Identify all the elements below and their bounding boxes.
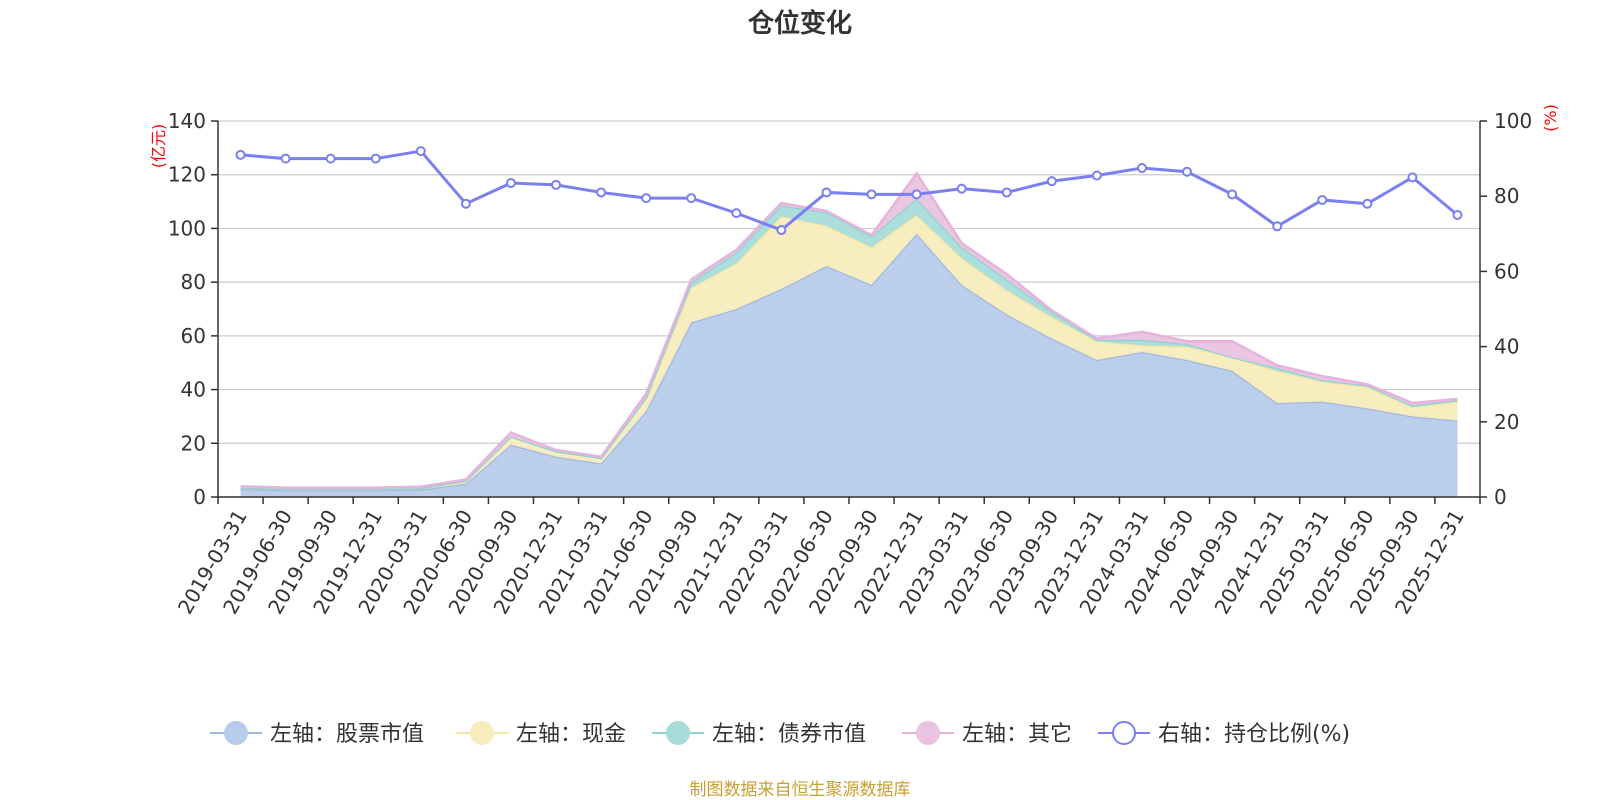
ratio-point [1136, 163, 1147, 173]
right-tick-label: 80 [1494, 184, 1519, 208]
left-axis-ticks: 0 20 40 60 80 100 120 140 [168, 109, 218, 509]
ratio-point [415, 146, 426, 157]
x-axis-ticks: 2019-03-312019-06-302019-09-302019-12-31… [173, 497, 1481, 618]
ratio-point [956, 183, 967, 194]
legend: 左轴：股票市值 左轴：现金 左轴：债券市值 左轴：其它 右轴：持仓比例(%) [210, 721, 1350, 747]
left-tick-label: 100 [168, 216, 206, 240]
legend-marker [224, 721, 248, 745]
ratio-point [505, 178, 516, 189]
legend-marker [916, 721, 940, 745]
ratio-point [235, 149, 246, 160]
ratio-point [1227, 189, 1238, 200]
ratio-point [370, 153, 381, 164]
ratio-point [776, 225, 787, 236]
ratio-point [821, 187, 832, 198]
legend-label: 右轴：持仓比例(%) [1158, 722, 1350, 747]
ratio-point [686, 193, 697, 204]
ratio-point [596, 187, 607, 198]
source-note: 制图数据来自恒生聚源数据库 [690, 780, 911, 800]
legend-item[interactable]: 左轴：现金 [456, 721, 626, 747]
ratio-point [325, 153, 336, 164]
ratio-point [1317, 194, 1328, 205]
legend-label: 左轴：现金 [516, 722, 626, 747]
left-tick-label: 40 [181, 378, 206, 402]
ratio-point [911, 189, 922, 200]
left-tick-label: 80 [181, 270, 206, 294]
legend-marker [1112, 721, 1136, 745]
legend-label: 左轴：债券市值 [712, 722, 866, 747]
ratio-point [1001, 187, 1012, 198]
right-tick-label: 40 [1494, 335, 1519, 359]
right-tick-label: 60 [1494, 259, 1519, 283]
legend-marker [666, 721, 690, 745]
ratio-point [1362, 198, 1373, 209]
chart-title: 仓位变化 [747, 8, 852, 39]
legend-item[interactable]: 左轴：其它 [902, 721, 1072, 747]
area-series-1 [240, 215, 1458, 491]
left-axis-unit: (亿元) [149, 124, 168, 169]
area-series-edge-3 [240, 171, 1458, 489]
legend-label: 左轴：股票市值 [270, 722, 424, 747]
ratio-line [240, 149, 1459, 232]
ratio-line-series [235, 146, 1463, 236]
ratio-point [460, 198, 471, 209]
right-tick-label: 0 [1494, 485, 1507, 509]
ratio-point [1407, 172, 1418, 183]
right-tick-label: 100 [1494, 109, 1532, 133]
legend-item[interactable]: 右轴：持仓比例(%) [1098, 721, 1350, 747]
ratio-point [551, 179, 562, 190]
legend-item[interactable]: 左轴：股票市值 [210, 721, 424, 747]
ratio-point [641, 193, 652, 204]
ratio-point [1272, 221, 1283, 232]
left-tick-label: 120 [168, 163, 206, 187]
left-tick-label: 20 [181, 431, 206, 455]
ratio-point [280, 153, 291, 164]
ratio-point [1046, 176, 1057, 187]
ratio-point [1452, 210, 1463, 220]
ratio-point [866, 189, 877, 200]
legend-item[interactable]: 左轴：债券市值 [652, 721, 866, 747]
ratio-point [731, 208, 742, 219]
right-tick-label: 20 [1494, 410, 1519, 434]
stacked-areas [240, 171, 1458, 498]
left-tick-label: 140 [168, 109, 206, 133]
ratio-point [1091, 170, 1102, 181]
right-axis-unit: (%) [1541, 104, 1560, 132]
left-tick-label: 0 [193, 485, 206, 509]
right-axis-ticks: 0 20 40 60 80 100 [1480, 109, 1532, 509]
ratio-point [1182, 166, 1193, 177]
left-tick-label: 60 [181, 324, 206, 348]
legend-label: 左轴：其它 [962, 722, 1072, 747]
legend-marker [470, 721, 494, 745]
area-series-0 [240, 233, 1458, 498]
